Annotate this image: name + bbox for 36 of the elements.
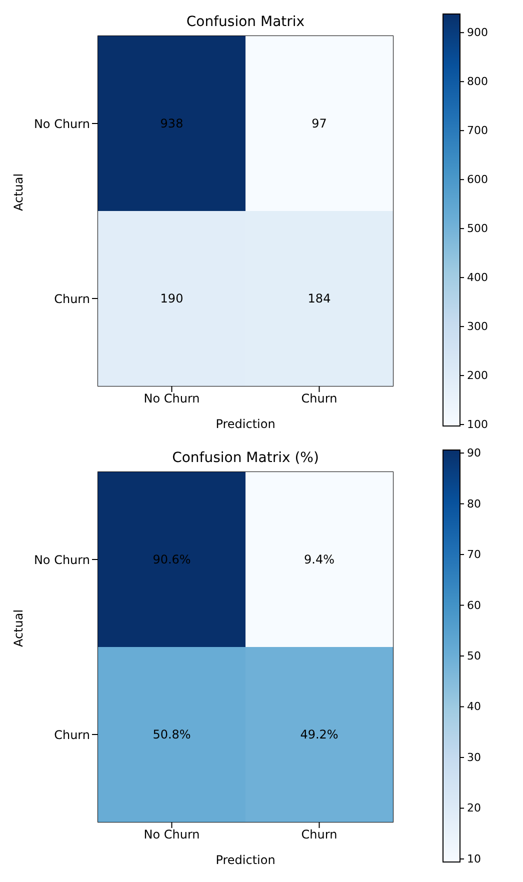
color-bar-label: 200 xyxy=(467,369,488,382)
data-label: 190 xyxy=(160,292,184,306)
color-bar-label: 800 xyxy=(467,75,488,88)
color-bar-label: 50 xyxy=(467,650,481,662)
color-bar-label: 20 xyxy=(467,802,481,815)
color-bar-label: 70 xyxy=(467,548,481,562)
x-axis-title: Prediction xyxy=(216,853,276,867)
y-tick-label: No Churn xyxy=(34,552,90,567)
color-bar-label: 40 xyxy=(467,700,481,714)
color-bar-label: 400 xyxy=(467,271,488,284)
y-tick-label: No Churn xyxy=(34,116,90,131)
chart-title: Confusion Matrix (%) xyxy=(171,450,320,466)
y-axis-title: Actual xyxy=(11,173,26,211)
data-label: 90.6% xyxy=(152,552,191,566)
data-label: 938 xyxy=(160,116,184,130)
data-label: 50.8% xyxy=(152,728,191,742)
color-bar-label: 60 xyxy=(467,598,481,612)
data-label: 49.2% xyxy=(300,728,338,742)
chart-title: Confusion Matrix xyxy=(185,14,306,30)
color-bar-label: 600 xyxy=(467,173,488,186)
data-label: 9.4% xyxy=(304,552,334,566)
y-tick-label: Churn xyxy=(54,292,90,306)
color-bar-label: 100 xyxy=(467,418,488,432)
color-bar-label: 300 xyxy=(467,320,488,334)
color-bar-label: 10 xyxy=(467,852,481,866)
x-axis-title: Prediction xyxy=(216,417,276,431)
color-bar-label: 500 xyxy=(467,222,488,236)
y-axis-title: Actual xyxy=(11,609,26,647)
y-tick-label: Churn xyxy=(54,728,90,742)
color-bar-label: 700 xyxy=(467,124,488,138)
color-bar-label: 900 xyxy=(467,26,488,40)
color-bar-label: 80 xyxy=(467,497,481,510)
color-bar-label: 30 xyxy=(467,750,481,764)
color-bar-label: 90 xyxy=(467,446,481,460)
data-label: 97 xyxy=(312,116,327,130)
data-label: 184 xyxy=(308,292,331,306)
